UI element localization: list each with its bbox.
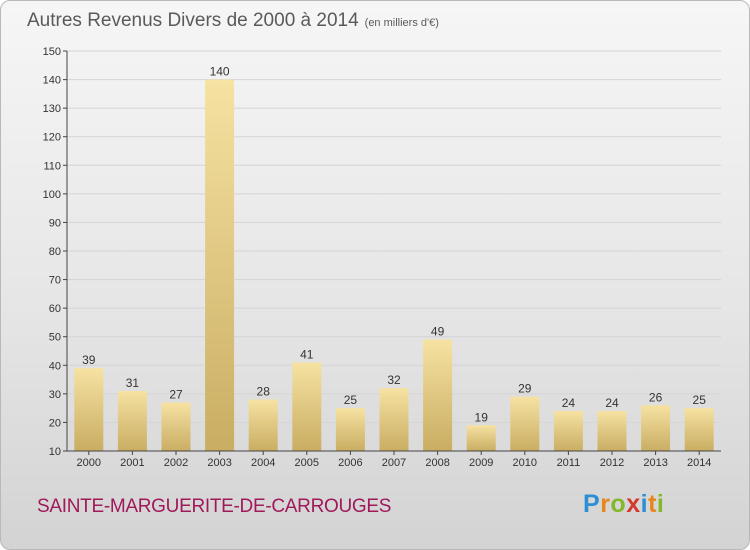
y-tick-label: 100 (43, 189, 61, 201)
bar (466, 425, 496, 451)
bar (379, 388, 409, 451)
bar (248, 399, 278, 451)
y-tick-label: 70 (49, 275, 61, 287)
logo-letter: i (656, 490, 665, 518)
x-tick-label: 2010 (513, 457, 537, 469)
logo-letter: x (626, 490, 641, 518)
x-tick-label: 2011 (557, 457, 581, 469)
bar-value-label: 32 (387, 373, 401, 387)
bar (117, 391, 147, 451)
bar (597, 411, 627, 451)
bar-value-label: 49 (431, 325, 445, 339)
logo-letter: i (640, 490, 649, 518)
y-tick-label: 140 (43, 75, 61, 87)
bar (641, 405, 671, 451)
bar (292, 362, 322, 451)
bar-value-label: 26 (649, 390, 663, 404)
y-tick-label: 80 (49, 246, 61, 258)
bar-value-label: 29 (518, 382, 532, 396)
y-tick-label: 120 (43, 132, 61, 144)
x-tick-label: 2007 (382, 457, 406, 469)
bar-value-label: 25 (693, 393, 707, 407)
chart-title-text: Autres Revenus Divers de 2000 à 2014 (27, 10, 359, 31)
y-tick-label: 150 (43, 46, 61, 58)
proxiti-logo: Proxiti (583, 490, 664, 519)
x-tick-label: 2014 (687, 457, 711, 469)
x-tick-label: 2009 (469, 457, 493, 469)
x-tick-label: 2000 (77, 457, 101, 469)
bar-value-label: 19 (475, 410, 489, 424)
x-tick-label: 2012 (600, 457, 624, 469)
bar (684, 408, 714, 451)
y-tick-label: 90 (49, 217, 61, 229)
x-tick-label: 2001 (120, 457, 144, 469)
bar (161, 402, 191, 451)
bar (335, 408, 365, 451)
bar-value-label: 24 (562, 396, 576, 410)
logo-letter: P (583, 490, 601, 518)
y-tick-label: 110 (43, 160, 61, 172)
commune-name: SAINTE-MARGUERITE-DE-CARROUGES (37, 496, 392, 517)
bar-value-label: 41 (300, 347, 314, 361)
y-tick-label: 50 (49, 332, 61, 344)
y-tick-label: 60 (49, 303, 61, 315)
logo-letter: o (610, 490, 627, 518)
bar-value-label: 31 (126, 376, 140, 390)
y-tick-label: 40 (49, 360, 61, 372)
bar-value-label: 140 (210, 65, 230, 79)
bar (553, 411, 583, 451)
y-tick-label: 10 (49, 446, 61, 458)
chart-unit: (en milliers d'€) (364, 17, 439, 29)
bar-value-label: 24 (605, 396, 619, 410)
x-tick-label: 2004 (251, 457, 275, 469)
x-tick-label: 2005 (295, 457, 319, 469)
logo-letter: t (648, 490, 657, 518)
logo-letter: r (600, 490, 611, 518)
y-tick-label: 130 (43, 103, 61, 115)
chart-title: Autres Revenus Divers de 2000 à 2014 (en … (27, 10, 439, 32)
bar-value-label: 28 (257, 385, 271, 399)
bar-value-label: 39 (82, 353, 96, 367)
bar (423, 339, 453, 451)
x-tick-label: 2013 (643, 457, 667, 469)
x-tick-label: 2002 (164, 457, 188, 469)
x-tick-label: 2003 (207, 457, 231, 469)
x-tick-label: 2006 (338, 457, 362, 469)
bar (74, 368, 104, 451)
y-tick-label: 30 (49, 389, 61, 401)
bar (205, 79, 235, 452)
y-tick-label: 20 (49, 417, 61, 429)
bar-value-label: 25 (344, 393, 358, 407)
bar (510, 396, 540, 451)
bar-value-label: 27 (169, 387, 183, 401)
x-tick-label: 2008 (425, 457, 449, 469)
